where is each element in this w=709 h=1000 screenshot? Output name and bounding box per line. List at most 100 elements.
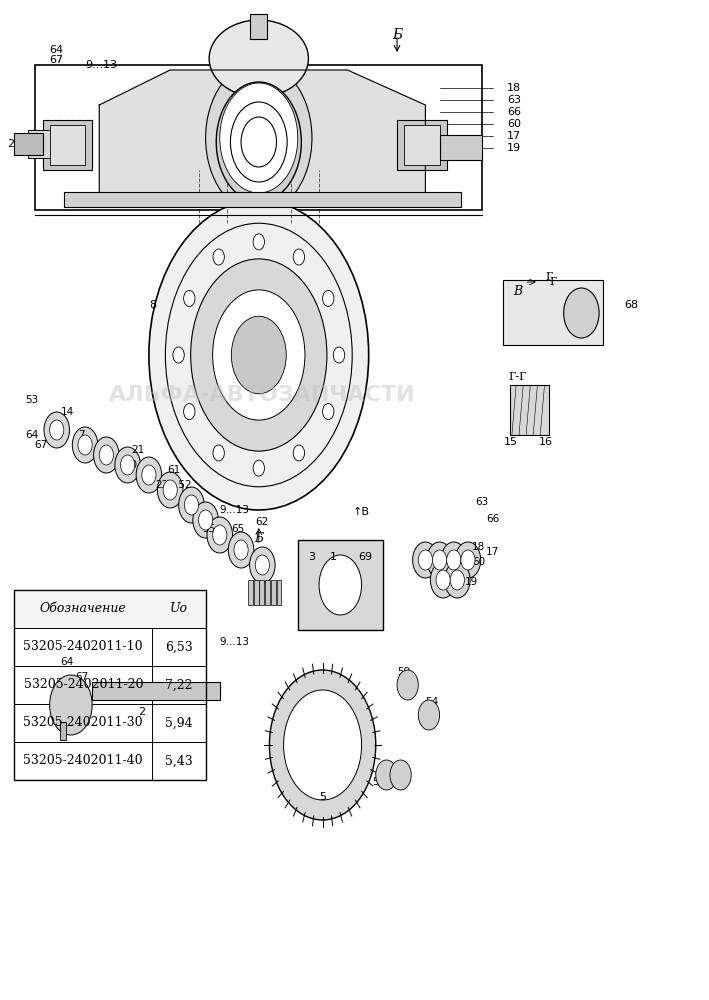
- Text: 67: 67: [50, 55, 64, 65]
- Circle shape: [390, 760, 411, 790]
- Text: 18: 18: [472, 542, 485, 552]
- Text: 55: 55: [203, 524, 216, 534]
- Circle shape: [418, 550, 432, 570]
- Text: 68: 68: [624, 300, 638, 310]
- Bar: [254, 580, 259, 605]
- Circle shape: [121, 455, 135, 475]
- Circle shape: [455, 542, 481, 578]
- Text: 21: 21: [132, 445, 145, 455]
- Text: В: В: [513, 285, 522, 298]
- Text: Обозначение: Обозначение: [40, 602, 127, 615]
- Circle shape: [253, 460, 264, 476]
- Polygon shape: [99, 70, 425, 200]
- Text: 4: 4: [188, 495, 195, 505]
- Circle shape: [397, 670, 418, 700]
- Circle shape: [432, 550, 447, 570]
- Text: ↑B: ↑B: [353, 507, 370, 517]
- Circle shape: [413, 542, 438, 578]
- Bar: [14, 133, 43, 155]
- Circle shape: [199, 510, 213, 530]
- Text: 53205-2402011-10: 53205-2402011-10: [23, 641, 143, 654]
- Text: 9...13: 9...13: [85, 60, 117, 70]
- Circle shape: [323, 404, 334, 420]
- Circle shape: [319, 555, 362, 615]
- Circle shape: [234, 540, 248, 560]
- Text: 64: 64: [50, 45, 64, 55]
- Text: 2: 2: [138, 707, 145, 717]
- Circle shape: [72, 427, 98, 463]
- Text: 19: 19: [465, 577, 478, 587]
- Circle shape: [191, 259, 327, 451]
- Text: 60: 60: [472, 557, 485, 567]
- Text: 19: 19: [507, 143, 521, 153]
- Circle shape: [99, 445, 113, 465]
- Circle shape: [184, 404, 195, 420]
- Circle shape: [430, 562, 456, 598]
- Text: 8: 8: [149, 300, 156, 310]
- Text: 1: 1: [330, 552, 337, 562]
- Text: 22...52: 22...52: [155, 480, 192, 490]
- Text: 9...13: 9...13: [219, 505, 249, 515]
- Circle shape: [184, 290, 195, 306]
- Text: 54: 54: [425, 697, 439, 707]
- Text: 53205-2402011-40: 53205-2402011-40: [23, 754, 143, 768]
- Text: 64: 64: [61, 657, 74, 667]
- Bar: [404, 125, 440, 165]
- Circle shape: [50, 675, 92, 735]
- Bar: [259, 580, 264, 605]
- Circle shape: [179, 487, 204, 523]
- Circle shape: [294, 249, 305, 265]
- Circle shape: [294, 445, 305, 461]
- Circle shape: [461, 550, 475, 570]
- Circle shape: [333, 347, 345, 363]
- Text: 69: 69: [358, 552, 372, 562]
- Bar: [440, 135, 482, 160]
- Text: 63: 63: [476, 497, 489, 507]
- Circle shape: [184, 495, 199, 515]
- Circle shape: [269, 670, 376, 820]
- Circle shape: [564, 288, 599, 338]
- Circle shape: [213, 525, 227, 545]
- Text: 67: 67: [35, 440, 48, 450]
- Text: Г: Г: [546, 272, 553, 282]
- Circle shape: [157, 472, 183, 508]
- Text: Г: Г: [549, 277, 557, 287]
- Text: 15: 15: [503, 437, 518, 447]
- Circle shape: [450, 570, 464, 590]
- Text: АЛЬФА-АВТОЗАПЧАСТИ: АЛЬФА-АВТОЗАПЧАСТИ: [109, 385, 415, 405]
- Bar: [43, 120, 92, 170]
- Circle shape: [213, 290, 305, 420]
- Circle shape: [231, 316, 286, 394]
- Text: 63: 63: [507, 95, 521, 105]
- Text: Г-Г: Г-Г: [508, 372, 527, 382]
- Circle shape: [142, 465, 156, 485]
- Text: 66: 66: [507, 107, 521, 117]
- Text: 5,94: 5,94: [165, 716, 193, 730]
- Text: 55: 55: [372, 777, 386, 787]
- Text: 7,22: 7,22: [165, 678, 193, 692]
- Text: 59: 59: [397, 667, 411, 677]
- Ellipse shape: [209, 20, 308, 97]
- Bar: [250, 14, 267, 39]
- Bar: [248, 580, 253, 605]
- Text: 66: 66: [486, 514, 499, 524]
- Circle shape: [207, 517, 233, 553]
- Circle shape: [173, 347, 184, 363]
- Bar: [92, 682, 220, 700]
- Circle shape: [136, 457, 162, 493]
- Circle shape: [213, 445, 224, 461]
- Bar: [510, 385, 549, 435]
- Text: 67: 67: [75, 672, 88, 682]
- Text: Uo: Uo: [170, 602, 188, 615]
- Circle shape: [149, 200, 369, 510]
- Bar: [50, 125, 85, 165]
- Bar: [298, 540, 383, 630]
- Bar: [277, 580, 281, 605]
- Circle shape: [447, 550, 461, 570]
- Circle shape: [255, 555, 269, 575]
- Text: 3: 3: [308, 552, 316, 562]
- Circle shape: [284, 690, 362, 800]
- Text: 65: 65: [393, 777, 407, 787]
- Circle shape: [213, 249, 224, 265]
- Text: 14: 14: [61, 407, 74, 417]
